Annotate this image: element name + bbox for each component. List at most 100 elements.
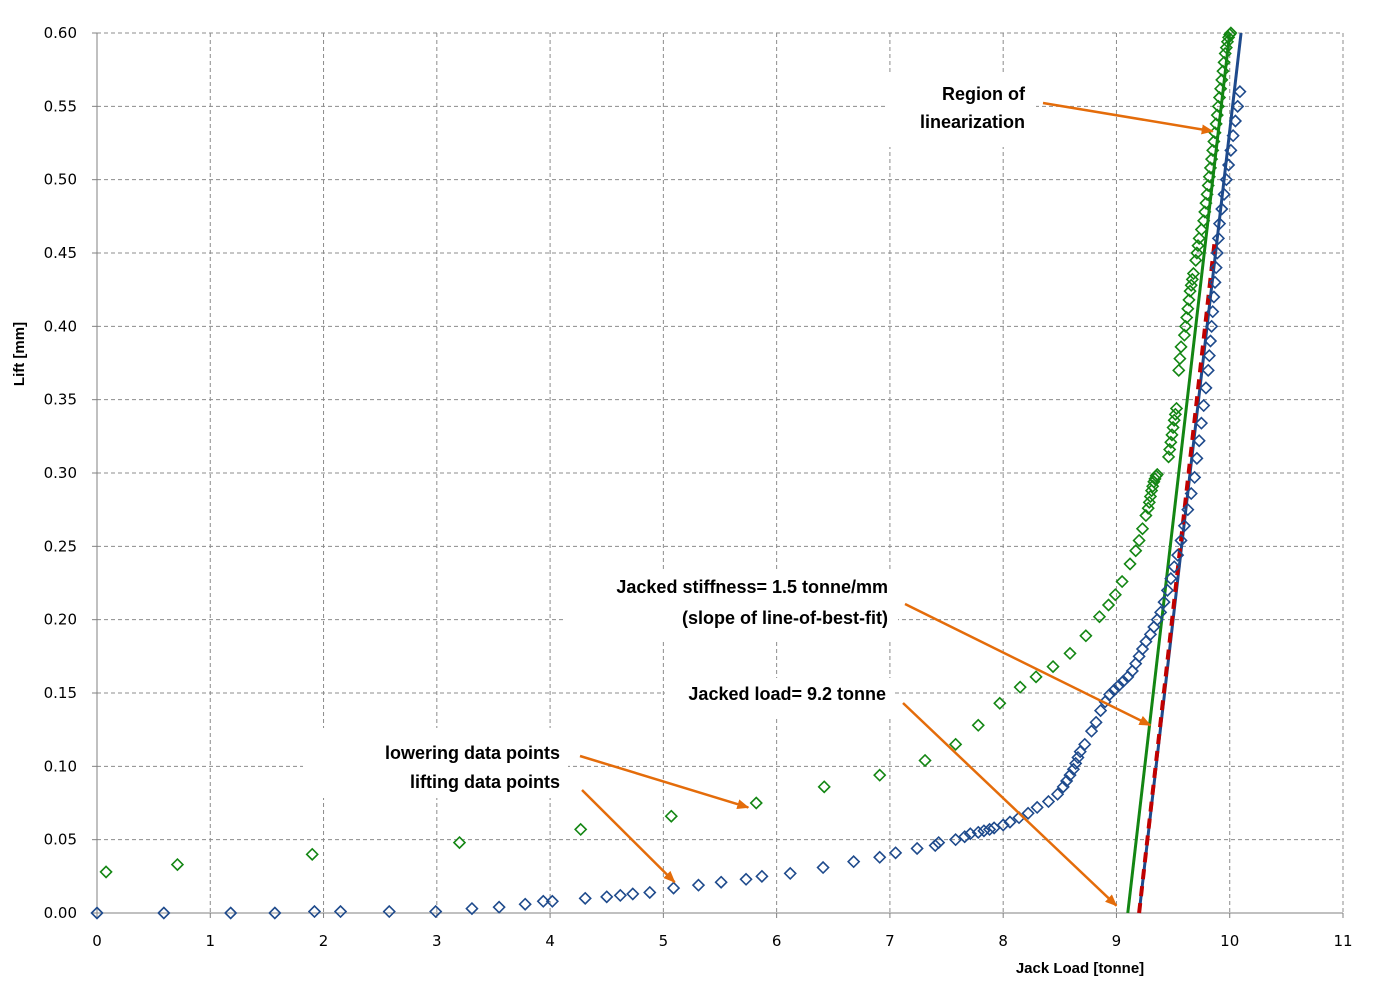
lowering-point [1206,143,1220,157]
lifting-point [1231,99,1245,113]
x-tick-label: 1 [205,932,215,950]
lifting-point [643,885,657,900]
lowering-point [817,780,831,794]
lowering-point [1115,574,1129,589]
lifting-point [600,890,614,904]
lowering-point [1132,533,1146,548]
annotations: Region of linearization Jacked stiffness= … [385,84,1026,792]
lowering-point [1177,328,1192,342]
lifting-point [1228,114,1243,128]
lifting-point [1201,363,1215,377]
lifting-point [492,900,506,914]
lowering-point [1123,557,1137,571]
lifting-point [1167,560,1181,574]
y-tick-label: 0.00 [44,904,77,922]
annotation-arrow [579,754,750,809]
lifting-point [1208,275,1222,289]
x-tick-label: 3 [432,932,442,950]
lowering-point [1178,319,1193,333]
lowering-point [1197,214,1211,228]
lifting-point [977,824,991,838]
y-tick-label: 0.35 [44,391,77,409]
x-tick-label: 10 [1220,932,1239,950]
lowering-point [1079,629,1093,643]
lowering-point [1101,598,1116,612]
y-tick-label: 0.25 [44,537,77,555]
lowering-point [170,857,185,872]
lifting-point [545,894,559,908]
lifting-point [1192,434,1206,448]
tick-labels: 0 1 2 3 4 5 6 7 8 9 10 11 0.00 0.05 0.10 0.15 0.20 0.25 0.… [44,24,1353,950]
lowering-point [1190,246,1204,260]
lifting-point [1190,451,1204,465]
lifting-point [1041,794,1056,809]
annotation-background [303,728,568,798]
lifting-point [931,835,946,850]
y-tick-label: 0.15 [44,684,77,702]
lifting-point [382,904,396,919]
lifting-point [1202,349,1216,363]
lifting-point [783,866,797,881]
lifting-point [578,891,592,905]
lifting-point [888,846,903,860]
lifting-point [1221,158,1236,172]
lowering-point [1204,152,1219,166]
lifting-point [1210,246,1224,260]
x-tick-label: 2 [319,932,329,950]
lifting-point [1212,217,1227,231]
lowering-point [1192,231,1206,245]
lifting-point [429,904,443,919]
lifting-point [518,897,532,911]
lowering-point [1173,351,1187,366]
lowering-point [1215,73,1229,87]
annotation-arrow [581,789,676,884]
lowering-point [1161,450,1176,464]
annotation-jacked-load-text: Jacked load= 9.2 tonne [688,684,886,704]
lifting-point [1003,815,1017,829]
y-tick-label: 0.60 [44,24,77,42]
lowering-point [1029,670,1043,684]
lifting-point [1084,724,1099,738]
lifting-point [1050,787,1065,801]
lifting-point [1206,305,1220,319]
lowering-point [971,718,985,732]
lowering-point [1202,170,1216,184]
x-tick-label: 4 [545,932,555,950]
lifting-point [1174,533,1188,548]
lowering-point [1189,253,1203,267]
lowering-point [452,835,467,850]
lifting-point [666,881,681,895]
lifting-point [1207,290,1221,304]
x-axis-title: Jack Load [tonne] [1016,960,1144,977]
x-tick-label: 8 [998,932,1008,950]
annotation-region-text: linearization [920,112,1025,132]
lifting-point [739,872,753,886]
lifting-point [307,904,322,919]
lifting-point [1177,519,1192,533]
lowering-point [1224,26,1238,40]
lifting-point [1157,595,1171,609]
lowering-point [1181,302,1195,316]
fit-line [1137,238,1217,914]
lifting-point [1059,774,1074,788]
lowering-point [1200,187,1214,201]
lifting-point [1181,503,1195,517]
lowering-point [1174,340,1188,354]
lowering-point [1182,293,1196,307]
lifting-point [996,818,1010,832]
y-tick-label: 0.20 [44,611,77,629]
lifting-point [1170,548,1185,562]
lowering-point [305,847,319,861]
lowering-point [1194,222,1209,237]
lifting-point [613,888,627,903]
annotation-region-text: Region of [942,84,1026,104]
y-tick-label: 0.40 [44,317,77,335]
lowering-point [1211,99,1226,113]
lowering-point [1199,196,1213,210]
y-tick-label: 0.30 [44,464,77,482]
lowering-point [1135,522,1150,536]
lowering-point [1216,64,1230,78]
lifting-point [928,838,942,853]
annotation-stiffness-text: (slope of line-of-best-fit) [682,608,888,628]
